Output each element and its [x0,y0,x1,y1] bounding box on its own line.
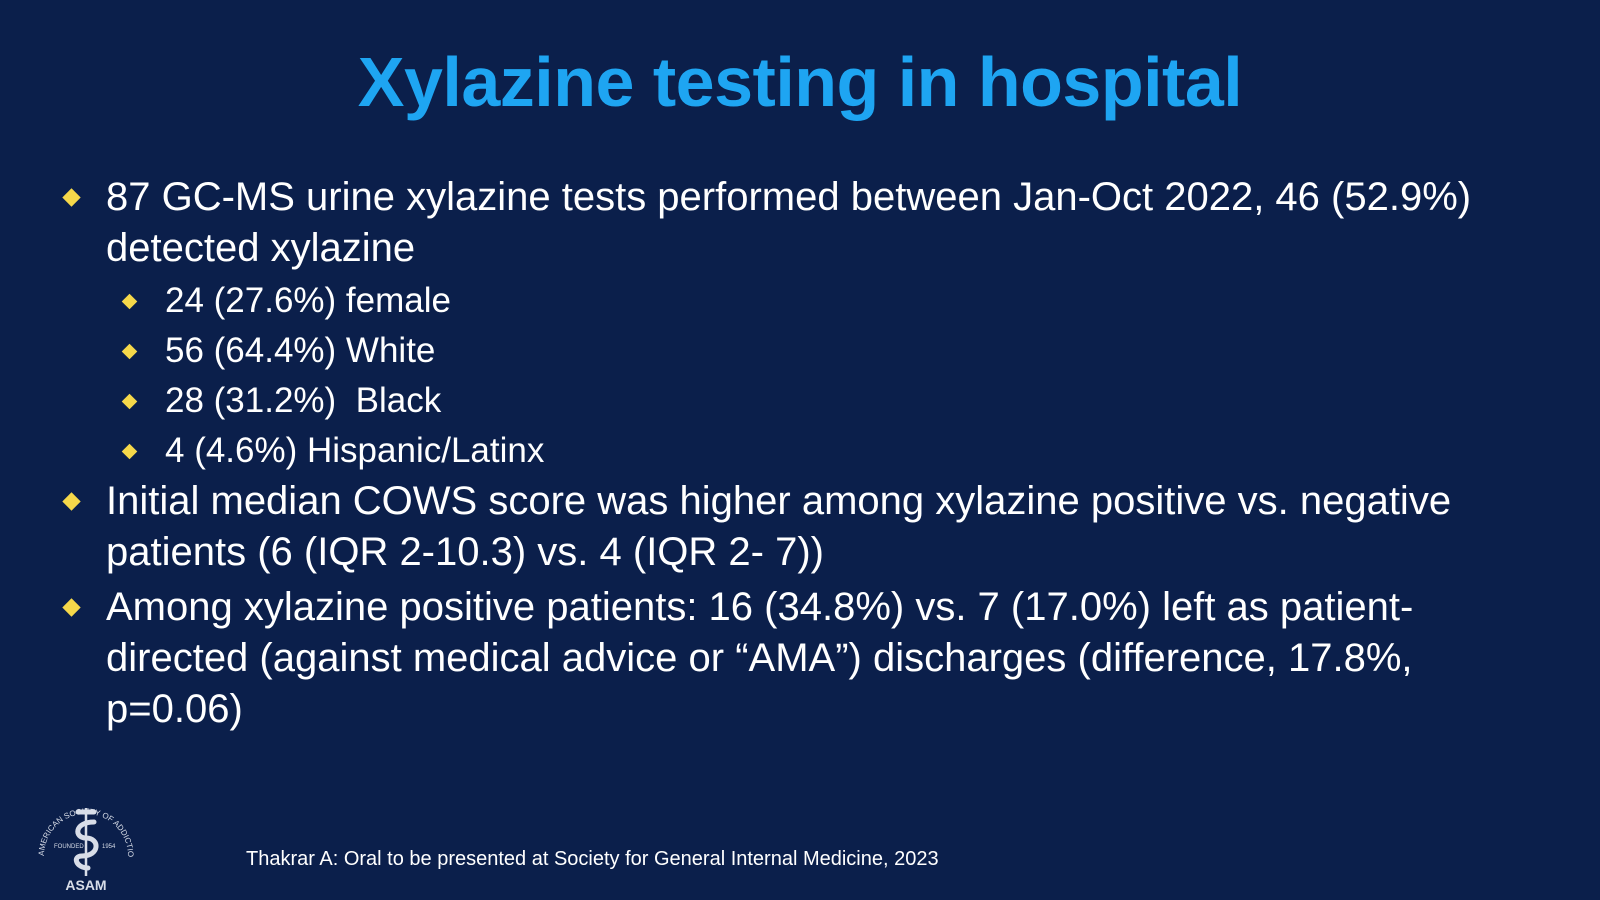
diamond-bullet-icon [121,393,138,410]
bullet-item: Among xylazine positive patients: 16 (34… [58,582,1538,735]
diamond-bullet-icon [62,188,81,207]
bullet-text: 87 GC-MS urine xylazine tests performed … [106,175,1472,270]
bullet-text: Among xylazine positive patients: 16 (34… [106,585,1414,731]
sub-bullet-text: 28 (31.2%) Black [165,381,442,420]
sub-bullet-item: 28 (31.2%) Black [116,376,1538,426]
bullet-item: Initial median COWS score was higher amo… [58,476,1538,578]
citation-footer: Thakrar A: Oral to be presented at Socie… [246,848,939,870]
diamond-bullet-icon [62,598,81,617]
sub-bullet-item: 56 (64.4%) White [116,326,1538,376]
svg-text:1954: 1954 [102,844,116,850]
svg-text:FOUNDED: FOUNDED [54,844,84,850]
diamond-bullet-icon [121,343,138,360]
diamond-bullet-icon [121,443,138,460]
sub-bullet-item: 24 (27.6%) female [116,276,1538,326]
slide-title: Xylazine testing in hospital [357,43,1243,121]
sub-bullet-item: 4 (4.6%) Hispanic/Latinx [116,426,1538,476]
sub-bullet-text: 4 (4.6%) Hispanic/Latinx [165,431,545,470]
diamond-bullet-icon [121,293,138,310]
asam-logo: AMERICAN SOCIETY OF ADDICTION MEDICINE F… [26,786,135,893]
svg-text:ASAM: ASAM [65,877,106,893]
sub-bullet-text: 24 (27.6%) female [165,281,451,320]
bullet-text: Initial median COWS score was higher amo… [106,479,1452,574]
bullet-list: 87 GC-MS urine xylazine tests performed … [58,172,1538,737]
diamond-bullet-icon [62,492,81,511]
sub-bullet-text: 56 (64.4%) White [165,331,436,370]
bullet-item: 87 GC-MS urine xylazine tests performed … [58,172,1538,274]
